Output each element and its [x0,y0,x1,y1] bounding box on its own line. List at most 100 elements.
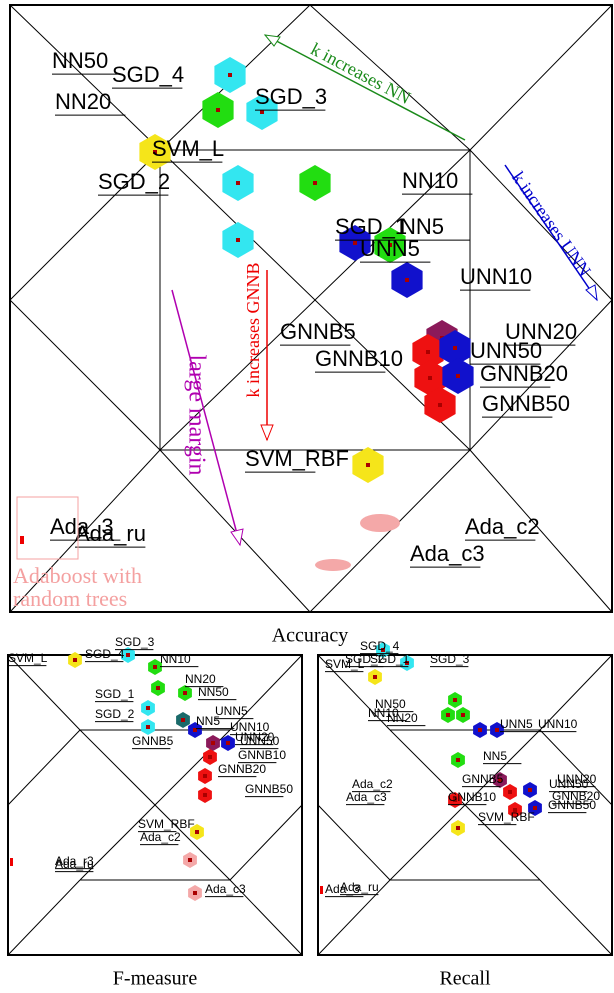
node-label: NN5 [400,214,444,239]
caption: Accuracy [272,625,349,647]
node-label: UNN5 [215,704,248,718]
node-dot [153,150,157,154]
node-dot [405,661,409,665]
node-label: SGD_2 [95,707,135,721]
node-label: UNN20 [505,319,577,344]
node-dot [528,788,532,792]
node-dot [373,675,377,679]
node-label: Ada_c3 [410,541,485,566]
node-dot [513,808,517,812]
node-label: Ada_c3 [205,882,246,896]
node-label: Ada_3 [325,882,360,896]
node-label: SGD_4 [112,62,184,87]
node-label: NN10 [402,168,458,193]
node-dot [313,181,317,185]
node-label: GNNB50 [548,798,596,812]
node-label: NN50 [375,697,406,711]
node-dot [320,886,323,894]
node-label: UNN20 [235,730,275,744]
arrow-nn [264,34,466,141]
node-label: SGD_3 [255,84,327,109]
node-dot [405,278,409,282]
node-dot [236,238,240,242]
node-dot [153,665,157,669]
arrow-head [585,284,598,302]
node-dot [73,658,77,662]
node-label: SVM_RBF [478,810,535,824]
node-label: GNNB20 [552,789,600,803]
node-label: GNNB5 [280,319,356,344]
adaboost-box [16,496,79,560]
node-label: SVM_RBF [138,817,195,831]
node-label: NN5 [483,749,507,763]
node-label: GNNB20 [480,361,568,386]
node-label: GNNB50 [482,391,570,416]
annotation: random trees [13,586,127,611]
node-dot [193,728,197,732]
node-label: SGD_1 [370,652,410,666]
node-label: UNN5 [360,236,420,261]
node-dot [533,806,537,810]
node-label: UNN50 [470,338,542,363]
node-label: UNN20 [557,772,597,786]
node-label: GNNB10 [315,346,403,371]
node-dot [228,73,232,77]
node-hex [360,514,400,532]
node-dot [366,463,370,467]
node-label: GNNB5 [132,734,174,748]
node-dot [10,858,13,866]
node-dot [203,793,207,797]
node-label: SGD_4 [85,647,125,661]
annotation: Adaboost with [13,563,142,588]
node-dot [426,350,430,354]
node-label: Ada_c2 [465,514,540,539]
node-dot [156,686,160,690]
node-dot [146,706,150,710]
node-label: NN20 [387,711,418,725]
node-label: NN50 [52,48,108,73]
arrow-unn [504,164,598,301]
node-label: NN50 [198,685,229,699]
node-label: NN5 [196,714,220,728]
node-label: SGD_3 [430,652,470,666]
node-dot [181,718,185,722]
node-label: GNNB20 [218,762,266,776]
node-dot [126,653,130,657]
node-label: UNN10 [538,717,578,731]
node-label: SVM_RBF [245,446,349,471]
annotation: large margin [183,354,209,475]
node-label: Ada_c2 [352,777,393,791]
caption: F-measure [113,968,198,990]
node-label: SVM_L [325,657,365,671]
node-label: UNN10 [230,720,270,734]
node-label: GNNB50 [245,782,293,796]
node-label: UNN50 [240,734,280,748]
node-dot [188,858,192,862]
node-label: SGD_2 [98,169,170,194]
node-label: NN20 [185,672,216,686]
node-label: Ada_c3 [346,790,387,804]
node-label: GNNB10 [448,790,496,804]
node-dot [456,374,460,378]
node-label: Ada_3 [50,514,114,539]
node-label: GNNB5 [462,772,504,786]
node-dot [456,758,460,762]
node-label: SVM_L [8,651,48,665]
node-dot [428,376,432,380]
node-dot [478,728,482,732]
node-dot [193,891,197,895]
node-dot [208,755,212,759]
caption: Recall [439,968,491,990]
node-dot [461,713,465,717]
node-label: UNN50 [549,777,589,791]
node-label: UNN10 [460,264,532,289]
node-dot [236,181,240,185]
node-label: NN10 [160,652,191,666]
node-dot [453,346,457,350]
node-dot [381,648,385,652]
mesh [7,4,613,956]
node-dot [216,108,220,112]
node-label: UNN5 [500,717,533,731]
node-dot [456,826,460,830]
annotation: k increases GNNB [243,263,263,398]
